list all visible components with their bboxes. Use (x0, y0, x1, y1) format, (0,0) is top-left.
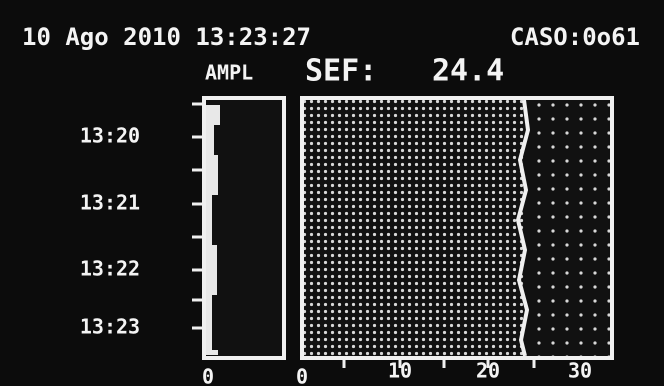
sef-value: 24.4 (432, 54, 504, 89)
frequency-tick-label: 30 (568, 359, 592, 383)
sef-label: SEF: (305, 54, 377, 89)
datetime: 10 Ago 2010 13:23:27 (22, 23, 311, 51)
monitor-screen: 10 Ago 2010 13:23:27 CASO:0o61 AMPL SEF:… (0, 0, 664, 386)
time-label: 13:20 (80, 124, 140, 148)
frequency-tick-label: 10 (388, 359, 412, 383)
spectral-dense (304, 100, 524, 356)
page: {"header": {"datetime": "10 Ago 2010 13:… (0, 0, 664, 386)
amplitude-label: AMPL (205, 61, 253, 85)
amplitude-tick-label: 0 (202, 365, 214, 387)
case-id: CASO:0o61 (510, 23, 640, 51)
time-label: 13:21 (80, 191, 140, 215)
frequency-tick-label: 0 (296, 365, 308, 387)
spectral-sparse (530, 100, 610, 356)
time-label: 13:23 (80, 315, 140, 339)
amplitude-panel (204, 98, 284, 358)
time-label: 13:22 (80, 257, 140, 281)
frequency-tick-label: 20 (476, 359, 500, 383)
